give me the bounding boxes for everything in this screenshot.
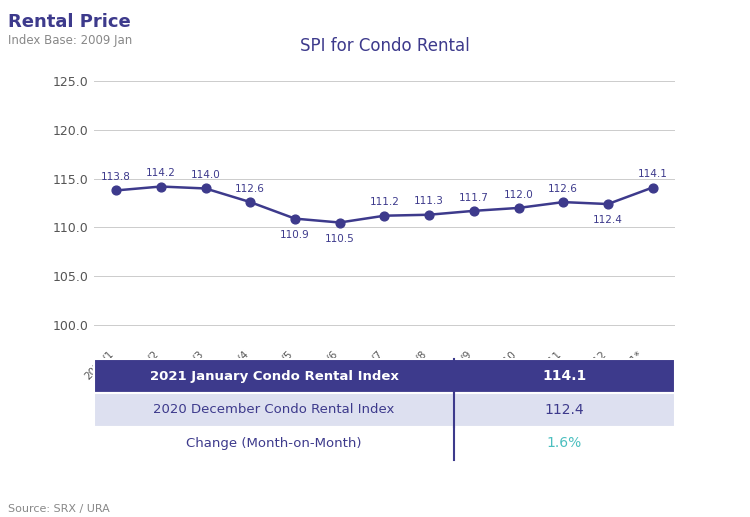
Text: 111.3: 111.3 (414, 196, 444, 206)
Title: SPI for Condo Rental: SPI for Condo Rental (299, 37, 470, 55)
Point (200, 185, 211, 193)
Text: 112.0: 112.0 (504, 190, 533, 200)
Point (379, 211, 391, 220)
Text: 110.9: 110.9 (280, 230, 310, 240)
Text: 111.2: 111.2 (370, 197, 399, 207)
Text: 112.4: 112.4 (544, 403, 584, 417)
Point (646, 184, 658, 192)
Point (289, 215, 301, 223)
Text: 1.6%: 1.6% (547, 436, 582, 450)
Text: 112.6: 112.6 (548, 184, 578, 194)
Text: 111.7: 111.7 (459, 192, 489, 203)
FancyBboxPatch shape (94, 359, 675, 393)
Text: 114.0: 114.0 (190, 170, 220, 180)
Text: Rental Price: Rental Price (8, 13, 130, 31)
Text: 114.2: 114.2 (146, 168, 176, 178)
Text: Index Base: 2009 Jan: Index Base: 2009 Jan (8, 34, 132, 47)
Text: 2020 December Condo Rental Index: 2020 December Condo Rental Index (153, 403, 395, 416)
Point (244, 198, 256, 206)
Text: 114.1: 114.1 (542, 369, 586, 383)
Point (512, 204, 524, 212)
Text: Source: SRX / URA: Source: SRX / URA (8, 505, 109, 514)
Text: 112.4: 112.4 (593, 215, 622, 225)
Point (602, 200, 614, 208)
Point (557, 198, 569, 206)
Point (423, 210, 435, 219)
Text: 2021 January Condo Rental Index: 2021 January Condo Rental Index (149, 370, 398, 383)
FancyBboxPatch shape (94, 427, 675, 460)
Text: 114.1: 114.1 (638, 169, 668, 179)
Point (110, 186, 122, 194)
Text: Change (Month-on-Month): Change (Month-on-Month) (186, 437, 362, 450)
Point (334, 218, 346, 226)
Text: 113.8: 113.8 (101, 172, 131, 182)
Text: 112.6: 112.6 (236, 184, 266, 194)
Point (468, 207, 480, 215)
Point (154, 183, 166, 191)
Text: 110.5: 110.5 (325, 234, 355, 244)
FancyBboxPatch shape (94, 393, 675, 427)
